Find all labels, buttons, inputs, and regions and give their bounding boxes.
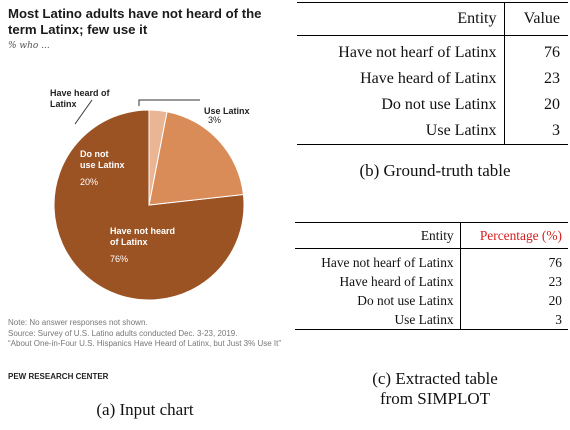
value-cell: 20 bbox=[544, 96, 560, 113]
entity-cell: Have heard of Latinx bbox=[295, 272, 461, 291]
value-cell: 3 bbox=[555, 312, 562, 327]
entity-cell: Use Latinx bbox=[295, 310, 461, 330]
use-latinx-leader bbox=[138, 99, 200, 106]
value-cell: 20 bbox=[548, 293, 562, 308]
slice-value-use-latinx: 3% bbox=[208, 115, 221, 125]
entity-cell: Do not use Latinx bbox=[297, 92, 506, 118]
ground-truth-table: Entity Value Have not hearf of Latinx 76… bbox=[297, 2, 568, 145]
header-percentage: Percentage (%) bbox=[479, 228, 562, 243]
caption-c-line-1: (c) Extracted table bbox=[372, 369, 498, 388]
chart-title: Most Latino adults have not heard of the… bbox=[8, 6, 262, 37]
value-cell: 76 bbox=[544, 44, 560, 61]
slice-value-have-not-heard: 76% bbox=[110, 254, 128, 264]
table-header-row: Entity Percentage (%) bbox=[295, 222, 568, 249]
header-value: Value bbox=[523, 10, 560, 27]
entity-cell: Have not hearf of Latinx bbox=[295, 248, 461, 272]
have-heard-label-line-1: Have heard of bbox=[50, 88, 111, 98]
table-row: Have heard of Latinx 23 bbox=[297, 66, 568, 92]
header-entity: Entity bbox=[297, 2, 506, 36]
source-line: Source: Survey of U.S. Latino adults con… bbox=[8, 328, 238, 338]
entity-cell: Use Latinx bbox=[297, 118, 506, 145]
chart-subtitle: % who ... bbox=[8, 41, 50, 51]
value-cell: 3 bbox=[552, 122, 560, 139]
table-row: Do not use Latinx 20 bbox=[295, 291, 568, 310]
input-chart-panel: Most Latino adults have not heard of the… bbox=[8, 6, 290, 381]
table-row: Do not use Latinx 20 bbox=[297, 92, 568, 118]
value-cell: 23 bbox=[544, 70, 560, 87]
extracted-table: Entity Percentage (%) Have not hearf of … bbox=[295, 222, 568, 330]
slice-label-have-not-heard: of Latinx bbox=[110, 237, 148, 247]
value-cell: 76 bbox=[548, 255, 562, 270]
caption-a: (a) Input chart bbox=[96, 400, 194, 419]
slice-label-have-not-heard: Have not heard bbox=[110, 226, 175, 236]
pie-slice-have-not-heard bbox=[53, 109, 245, 301]
header-entity: Entity bbox=[295, 222, 461, 249]
brand-name: PEW RESEARCH CENTER bbox=[8, 372, 109, 381]
slice-label-do-not-use: use Latinx bbox=[80, 160, 125, 170]
caption-b: (b) Ground-truth table bbox=[359, 161, 511, 180]
have-heard-label-line-2: Latinx bbox=[50, 99, 77, 109]
slice-label-do-not-use: Do not bbox=[80, 149, 109, 159]
table-row: Have not hearf of Latinx 76 bbox=[295, 248, 568, 272]
entity-cell: Do not use Latinx bbox=[295, 291, 461, 310]
table-row: Use Latinx 3 bbox=[295, 310, 568, 330]
note-line: Note: No answer responses not shown. bbox=[8, 318, 148, 327]
have-heard-leader bbox=[74, 99, 93, 125]
table-row: Use Latinx 3 bbox=[297, 118, 568, 145]
chart-notes: Note: No answer responses not shown. Sou… bbox=[8, 318, 290, 350]
slice-value-do-not-use: 20% bbox=[80, 177, 98, 187]
table-row: Have not hearf of Latinx 76 bbox=[297, 35, 568, 66]
pie-slice-do-not-use bbox=[148, 111, 244, 206]
caption-c-line-2: from SIMPLOT bbox=[379, 389, 491, 408]
table-row: Have heard of Latinx 23 bbox=[295, 272, 568, 291]
value-cell: 23 bbox=[548, 274, 562, 289]
pie-slice-use-latinx bbox=[148, 109, 168, 206]
quote-line: “About One-in-Four U.S. Hispanics Have H… bbox=[8, 339, 282, 348]
slice-label-use-latinx: Use Latinx bbox=[204, 106, 250, 116]
table-header-row: Entity Value bbox=[297, 2, 568, 36]
caption-c: (c) Extracted table from SIMPLOT bbox=[300, 369, 570, 409]
entity-cell: Have not hearf of Latinx bbox=[297, 35, 506, 66]
entity-cell: Have heard of Latinx bbox=[297, 66, 506, 92]
